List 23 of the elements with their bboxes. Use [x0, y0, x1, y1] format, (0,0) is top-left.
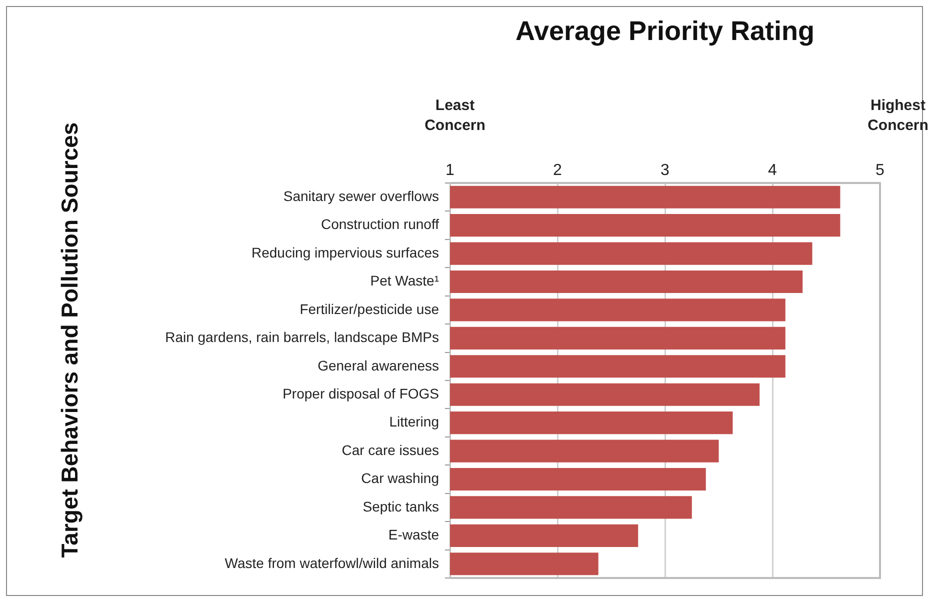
y-tick-label: Reducing impervious surfaces [251, 244, 439, 260]
y-tick-label: Car washing [361, 470, 439, 486]
x-tick-label: 4 [768, 162, 778, 179]
y-tick-label: Fertilizer/pesticide use [300, 300, 440, 317]
y-tick-label: Car care issues [342, 442, 439, 458]
y-tick-label: Sanitary sewer overflows [283, 188, 439, 204]
chart-title: Average Priority Rating [514, 16, 816, 47]
y-tick-label: Construction runoff [320, 216, 440, 232]
y-tick-label: General awareness [318, 357, 439, 374]
x-tick-label: 1 [446, 162, 455, 179]
y-tick-label: E-waste [388, 526, 440, 543]
x-tick-label: 3 [660, 162, 670, 179]
y-axis-title: Target Behaviors and Pollution Sources [56, 122, 84, 558]
y-tick-label: Pet Waste¹ [370, 272, 440, 289]
y-tick-label: Proper disposal of FOGS [282, 385, 439, 402]
x-tick-label: 2 [553, 162, 562, 179]
y-tick-label: Littering [389, 414, 439, 430]
y-tick-label: Septic tanks [362, 498, 439, 514]
x-tick-label: 5 [876, 162, 885, 179]
y-tick-label: Rain gardens, rain barrels, landscape BMPs [165, 329, 439, 346]
text: Highest Concern [868, 96, 928, 136]
text: Least Concern [424, 96, 486, 136]
y-tick-label: Waste from waterfowl/wild animals [224, 554, 439, 571]
